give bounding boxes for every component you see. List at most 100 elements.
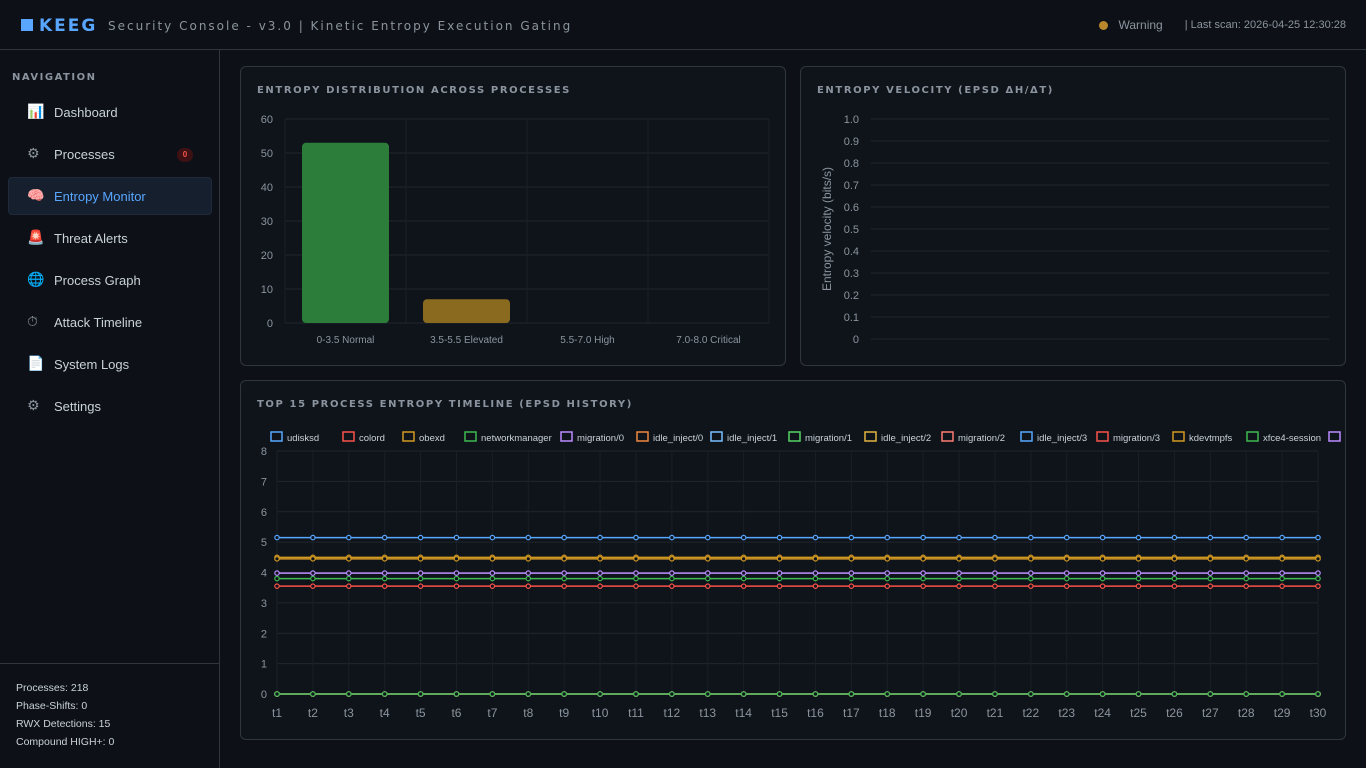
data-point[interactable]: [1171, 556, 1178, 562]
data-point[interactable]: [1315, 534, 1321, 541]
data-point[interactable]: [1315, 556, 1321, 562]
data-point[interactable]: [1315, 575, 1321, 582]
app-logo[interactable]: KEEG: [21, 16, 97, 36]
data-point[interactable]: [884, 583, 891, 589]
series-line[interactable]: [274, 570, 1321, 576]
sidebar-item-attack-timeline[interactable]: ⏱ Attack Timeline: [8, 303, 212, 341]
data-point[interactable]: [1279, 583, 1285, 589]
data-point[interactable]: [1243, 534, 1250, 541]
data-point[interactable]: [669, 691, 675, 697]
data-point[interactable]: [1315, 691, 1321, 697]
data-point[interactable]: [417, 556, 424, 562]
data-point[interactable]: [633, 583, 639, 589]
data-point[interactable]: [812, 691, 819, 697]
sidebar-item-dashboard[interactable]: 📊 Dashboard: [8, 93, 212, 131]
data-point[interactable]: [561, 575, 567, 582]
data-point[interactable]: [992, 534, 998, 541]
data-point[interactable]: [310, 534, 316, 541]
data-point[interactable]: [848, 583, 855, 589]
data-point[interactable]: [525, 556, 532, 562]
legend-item[interactable]: idle_inject/0: [636, 431, 703, 444]
data-point[interactable]: [848, 575, 855, 582]
data-point[interactable]: [956, 583, 962, 589]
data-point[interactable]: [597, 583, 603, 589]
legend-item[interactable]: migration/3: [1096, 431, 1160, 444]
data-point[interactable]: [345, 583, 352, 589]
data-point[interactable]: [310, 691, 316, 697]
data-point[interactable]: [776, 575, 783, 582]
data-point[interactable]: [345, 691, 352, 697]
data-point[interactable]: [561, 556, 567, 562]
data-point[interactable]: [1171, 570, 1178, 576]
data-point[interactable]: [633, 575, 639, 582]
data-point[interactable]: [920, 691, 926, 697]
data-point[interactable]: [345, 534, 352, 541]
data-point[interactable]: [561, 534, 567, 541]
data-point[interactable]: [848, 691, 855, 697]
data-point[interactable]: [669, 575, 675, 582]
data-point[interactable]: [310, 583, 316, 589]
data-point[interactable]: [453, 575, 460, 582]
data-point[interactable]: [633, 570, 639, 576]
legend-item[interactable]: idle_inject/2: [864, 431, 931, 444]
data-point[interactable]: [345, 575, 352, 582]
data-point[interactable]: [1099, 570, 1106, 576]
legend-item[interactable]: networkmanager: [464, 431, 552, 444]
data-point[interactable]: [956, 556, 962, 562]
series-line[interactable]: [274, 691, 1321, 697]
sidebar-item-process-graph[interactable]: 🌐 Process Graph: [8, 261, 212, 299]
data-point[interactable]: [776, 556, 783, 562]
data-point[interactable]: [417, 583, 424, 589]
data-point[interactable]: [274, 534, 280, 541]
series-line[interactable]: [274, 583, 1321, 589]
data-point[interactable]: [1028, 570, 1034, 576]
data-point[interactable]: [1207, 691, 1214, 697]
data-point[interactable]: [1243, 575, 1250, 582]
data-point[interactable]: [740, 691, 747, 697]
data-point[interactable]: [274, 570, 280, 576]
data-point[interactable]: [740, 534, 747, 541]
sidebar-item-threat-alerts[interactable]: 🚨 Threat Alerts: [8, 219, 212, 257]
data-point[interactable]: [956, 575, 962, 582]
data-point[interactable]: [417, 570, 424, 576]
data-point[interactable]: [1099, 575, 1106, 582]
data-point[interactable]: [956, 691, 962, 697]
data-point[interactable]: [1063, 691, 1070, 697]
data-point[interactable]: [1243, 556, 1250, 562]
data-point[interactable]: [992, 556, 998, 562]
data-point[interactable]: [1279, 534, 1285, 541]
data-point[interactable]: [776, 691, 783, 697]
data-point[interactable]: [1028, 534, 1034, 541]
data-point[interactable]: [992, 583, 998, 589]
data-point[interactable]: [525, 691, 532, 697]
data-point[interactable]: [812, 570, 819, 576]
data-point[interactable]: [956, 570, 962, 576]
data-point[interactable]: [1028, 583, 1034, 589]
legend-item[interactable]: udisksd: [270, 431, 319, 444]
data-point[interactable]: [740, 570, 747, 576]
data-point[interactable]: [884, 534, 891, 541]
data-point[interactable]: [1243, 570, 1250, 576]
data-point[interactable]: [1279, 575, 1285, 582]
data-point[interactable]: [1135, 570, 1142, 576]
data-point[interactable]: [884, 570, 891, 576]
data-point[interactable]: [848, 556, 855, 562]
series-line[interactable]: [274, 534, 1321, 541]
data-point[interactable]: [740, 583, 747, 589]
data-point[interactable]: [1099, 691, 1106, 697]
data-point[interactable]: [1207, 575, 1214, 582]
data-point[interactable]: [345, 570, 352, 576]
data-point[interactable]: [704, 575, 711, 582]
data-point[interactable]: [1171, 691, 1178, 697]
data-point[interactable]: [1099, 534, 1106, 541]
data-point[interactable]: [1135, 583, 1142, 589]
sidebar-item-settings[interactable]: ⚙ Settings: [8, 387, 212, 425]
data-point[interactable]: [1207, 583, 1214, 589]
data-point[interactable]: [1028, 691, 1034, 697]
data-point[interactable]: [561, 691, 567, 697]
data-point[interactable]: [992, 570, 998, 576]
data-point[interactable]: [310, 570, 316, 576]
data-point[interactable]: [920, 583, 926, 589]
data-point[interactable]: [453, 534, 460, 541]
data-point[interactable]: [525, 583, 532, 589]
